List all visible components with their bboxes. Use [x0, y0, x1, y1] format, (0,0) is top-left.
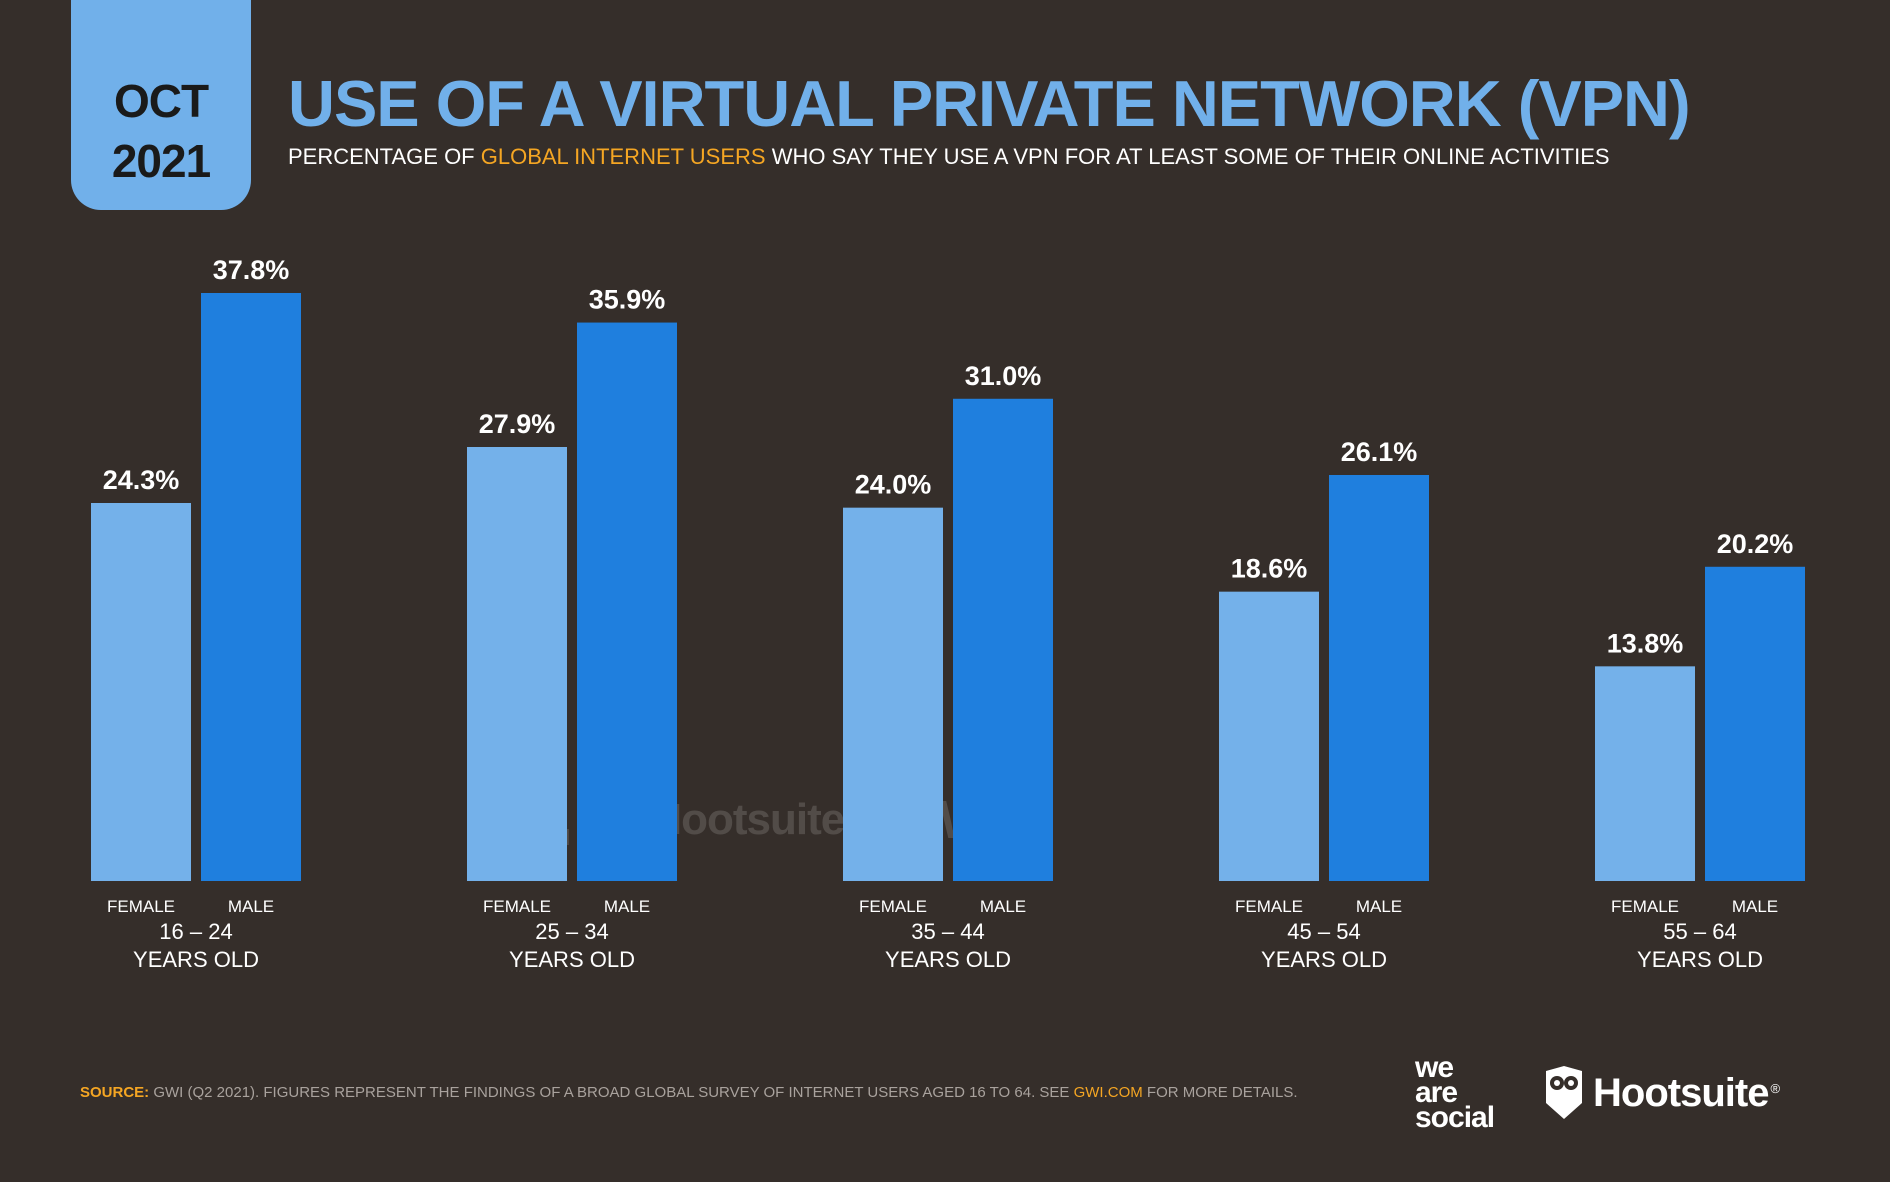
source-post: FOR MORE DETAILS.	[1143, 1084, 1298, 1101]
series-label: MALE	[604, 897, 650, 916]
bar-value-label: 20.2%	[1717, 529, 1794, 559]
bar-female	[1595, 666, 1695, 881]
series-label: FEMALE	[107, 897, 175, 916]
bar-value-label: 24.0%	[855, 470, 932, 500]
category-label: 25 – 34	[535, 919, 608, 944]
bar-value-label: 31.0%	[965, 361, 1042, 391]
category-label: 35 – 44	[911, 919, 984, 944]
series-label: MALE	[1732, 897, 1778, 916]
category-label: 45 – 54	[1287, 919, 1360, 944]
bar-value-label: 35.9%	[589, 285, 666, 315]
source-label: SOURCE:	[80, 1084, 149, 1101]
category-sublabel: YEARS OLD	[509, 947, 635, 972]
we-are-social-logo: we are social	[1415, 1055, 1494, 1130]
bar-value-label: 27.9%	[479, 409, 556, 439]
hootsuite-owl-icon	[1543, 1065, 1585, 1121]
category-label: 55 – 64	[1663, 919, 1736, 944]
bar-male	[577, 323, 677, 881]
series-label: MALE	[1356, 897, 1402, 916]
bar-male	[1705, 567, 1805, 881]
bar-female	[1219, 592, 1319, 881]
series-label: MALE	[228, 897, 274, 916]
category-sublabel: YEARS OLD	[133, 947, 259, 972]
category-sublabel: YEARS OLD	[1261, 947, 1387, 972]
category-label: 16 – 24	[159, 919, 232, 944]
category-sublabel: YEARS OLD	[885, 947, 1011, 972]
source-footnote: SOURCE: GWI (Q2 2021). FIGURES REPRESENT…	[80, 1083, 1298, 1103]
hootsuite-logo-reg: ®	[1770, 1081, 1780, 1096]
bar-male	[1329, 475, 1429, 881]
series-label: FEMALE	[859, 897, 927, 916]
bar-chart: 24.3% FEMALE 37.8% MALE 16 – 24 YEARS OLD 27.9…	[0, 0, 1890, 1000]
bar-value-label: 37.8%	[213, 255, 290, 285]
series-label: FEMALE	[1611, 897, 1679, 916]
source-text: GWI (Q2 2021). FIGURES REPRESENT THE FIN…	[149, 1084, 1073, 1101]
hootsuite-logo: Hootsuite ®	[1543, 1065, 1780, 1121]
bar-value-label: 18.6%	[1231, 554, 1308, 584]
bar-value-label: 13.8%	[1607, 628, 1684, 658]
bar-female	[91, 503, 191, 881]
bar-male	[201, 293, 301, 881]
source-link[interactable]: GWI.COM	[1074, 1084, 1143, 1101]
series-label: FEMALE	[1235, 897, 1303, 916]
series-label: FEMALE	[483, 897, 551, 916]
category-sublabel: YEARS OLD	[1637, 947, 1763, 972]
bar-female	[467, 447, 567, 881]
bar-value-label: 26.1%	[1341, 437, 1418, 467]
bar-male	[953, 399, 1053, 881]
bar-value-label: 24.3%	[103, 465, 180, 495]
hootsuite-logo-text: Hootsuite	[1593, 1071, 1768, 1116]
series-label: MALE	[980, 897, 1026, 916]
bar-female	[843, 508, 943, 881]
we-are-social-logo-line: social	[1415, 1105, 1494, 1130]
